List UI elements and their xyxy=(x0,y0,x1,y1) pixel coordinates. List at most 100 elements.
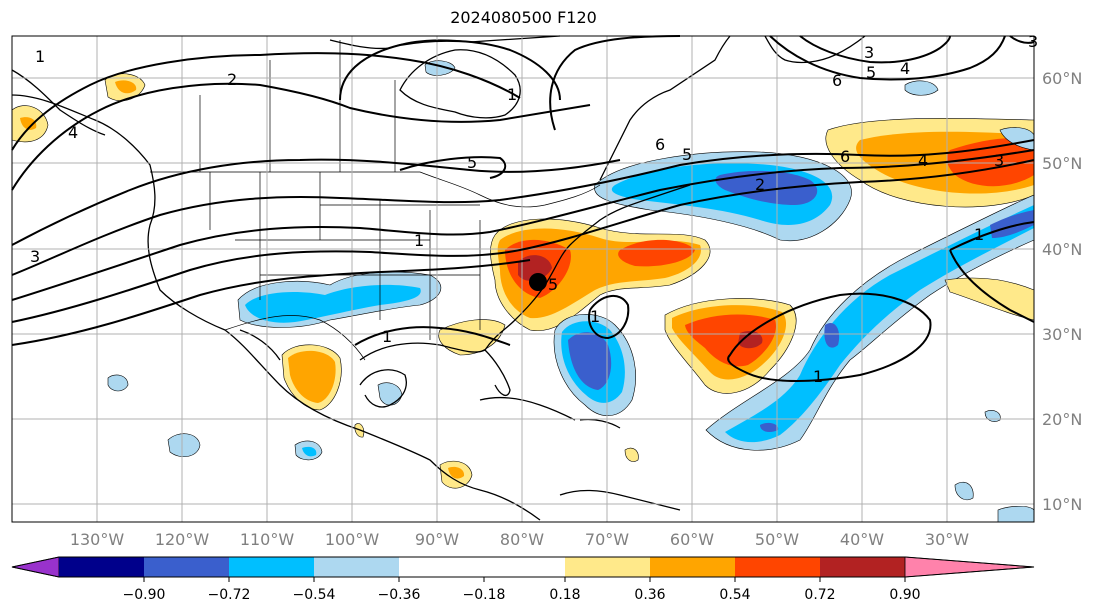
contour-labels: 1 2 3 4 5 6 1 1 1 5 5 6 4 3 2 1 1 1 4 3 … xyxy=(30,32,1038,386)
contour-label: 5 xyxy=(467,153,477,172)
state-lines-1 xyxy=(209,172,481,340)
contour-label: 5 xyxy=(682,145,692,164)
contour-label: 3 xyxy=(994,151,1004,170)
lon-tick: 90°W xyxy=(415,530,459,549)
contour-label: 2 xyxy=(227,70,237,89)
lon-tick: 40°W xyxy=(840,530,884,549)
contour-label: 1 xyxy=(414,231,424,250)
cold-anomaly-nw-atlantic-max xyxy=(715,170,818,205)
colorbar-extend-left xyxy=(11,556,60,578)
coastline-labrador xyxy=(599,35,731,181)
colorbar-tick-label: −0.36 xyxy=(378,587,421,603)
contour-label: 4 xyxy=(918,151,928,170)
cold-cell-greenland xyxy=(904,80,939,96)
warm-anomaly-central-atlantic-max xyxy=(685,314,776,367)
colorbar-segment xyxy=(650,557,735,577)
colorbar-tick-label: 0.90 xyxy=(889,587,920,603)
cold-anomaly-mid-atlantic-max xyxy=(824,322,840,348)
colorbar-tick-label: 0.18 xyxy=(549,587,580,603)
colorbar-segment xyxy=(820,557,905,577)
contour-low-atlantic xyxy=(727,292,932,382)
colorbar-tick-label: −0.90 xyxy=(123,587,166,603)
contour-low-sw-atlantic xyxy=(588,295,630,340)
lon-tick: 30°W xyxy=(925,530,969,549)
contour-11 xyxy=(769,35,1006,81)
contour-label: 1 xyxy=(507,85,517,104)
coastline-east-us xyxy=(544,184,691,286)
contour-label: 1 xyxy=(35,47,45,66)
lon-tick: 100°W xyxy=(325,530,380,549)
contour-2 xyxy=(11,82,591,191)
colorbar-extend-right xyxy=(904,556,1035,578)
contour-label: 4 xyxy=(68,123,78,142)
lon-tick: 60°W xyxy=(670,530,714,549)
colorbar-segment xyxy=(565,557,650,577)
colorbar-segment xyxy=(229,557,314,577)
map-frame xyxy=(11,35,1035,523)
colorbar-tick-label: 0.54 xyxy=(719,587,750,603)
coastline-hispaniola xyxy=(579,418,621,429)
lat-tick: 10°N xyxy=(1042,495,1082,514)
contour-label: 5 xyxy=(866,63,876,82)
lat-tick: 30°N xyxy=(1042,325,1082,344)
coastline-cuba xyxy=(479,396,576,421)
plot-title: 2024080500 F120 xyxy=(450,8,597,27)
warm-anomaly-bc-core xyxy=(20,117,37,130)
contour-label: 1 xyxy=(382,327,392,346)
contour-label: 6 xyxy=(655,135,665,154)
cold-cell-pacific3 xyxy=(107,374,129,392)
contour-label: 4 xyxy=(900,59,910,78)
cold-anomaly-atlantic-streak-max2 xyxy=(760,422,779,433)
contour-4 xyxy=(11,139,1035,276)
contour-6 xyxy=(11,159,1035,323)
us-canada-border xyxy=(150,171,601,208)
contour-label: 2 xyxy=(755,175,765,194)
map-panel: 1 2 3 4 5 6 1 1 1 5 5 6 4 3 2 1 1 1 4 3 … xyxy=(11,32,1038,523)
lat-tick: 20°N xyxy=(1042,410,1082,429)
contour-1 xyxy=(11,52,521,151)
contour-13 xyxy=(1009,35,1035,44)
cold-anomaly-southern-us-core xyxy=(245,284,421,323)
contour-8 xyxy=(549,35,681,131)
us-mexico-border xyxy=(224,315,366,361)
contour-12 xyxy=(799,35,951,64)
cold-cell-east-atlantic xyxy=(954,481,974,501)
contour-10 xyxy=(399,156,507,179)
contour-5 xyxy=(11,149,1035,301)
lon-tick: 120°W xyxy=(155,530,210,549)
contour-9 xyxy=(339,39,561,101)
lon-tick: 50°W xyxy=(755,530,799,549)
colorbar-segment xyxy=(735,557,820,577)
warm-cell-central-america-core xyxy=(448,466,465,479)
lon-tick: 110°W xyxy=(240,530,295,549)
contour-label: 3 xyxy=(30,247,40,266)
coastline-greenland xyxy=(764,35,866,64)
storm-position-marker xyxy=(529,273,547,291)
contour-3 xyxy=(11,158,621,246)
lon-tick-labels: 130°W 120°W 110°W 100°W 90°W 80°W 70°W 6… xyxy=(70,530,969,549)
cold-cell-pacific2-core xyxy=(302,446,317,457)
colorbar-segment xyxy=(59,557,144,577)
cold-cell-east-atlantic2 xyxy=(997,505,1035,523)
contour-label: 3 xyxy=(864,43,874,62)
colorbar-tick-marks xyxy=(143,577,906,582)
cold-anomaly-atlantic-streak-max xyxy=(990,210,1034,238)
coastline-south-america xyxy=(559,489,681,511)
contour-label: 3 xyxy=(1028,32,1038,51)
warm-anomaly-mexico-core xyxy=(288,350,336,403)
colorbar-tick-label: 0.36 xyxy=(634,587,665,603)
warm-anomaly-east-coast-max2 xyxy=(618,239,695,267)
cold-anomaly-sw-atlantic-max xyxy=(568,332,612,390)
political-borders xyxy=(150,40,601,361)
coastline-hudson-bay xyxy=(399,49,521,119)
colorbar-tick-label: 0.72 xyxy=(804,587,835,603)
contour-label: 1 xyxy=(974,225,984,244)
lat-tick: 60°N xyxy=(1042,69,1082,88)
colorbar-tick-label: −0.18 xyxy=(463,587,506,603)
coastline-arctic xyxy=(329,35,561,50)
contour-label: 6 xyxy=(840,147,850,166)
canada-provinces xyxy=(199,40,396,172)
lat-tick: 40°N xyxy=(1042,240,1082,259)
contour-lines xyxy=(11,35,1035,382)
